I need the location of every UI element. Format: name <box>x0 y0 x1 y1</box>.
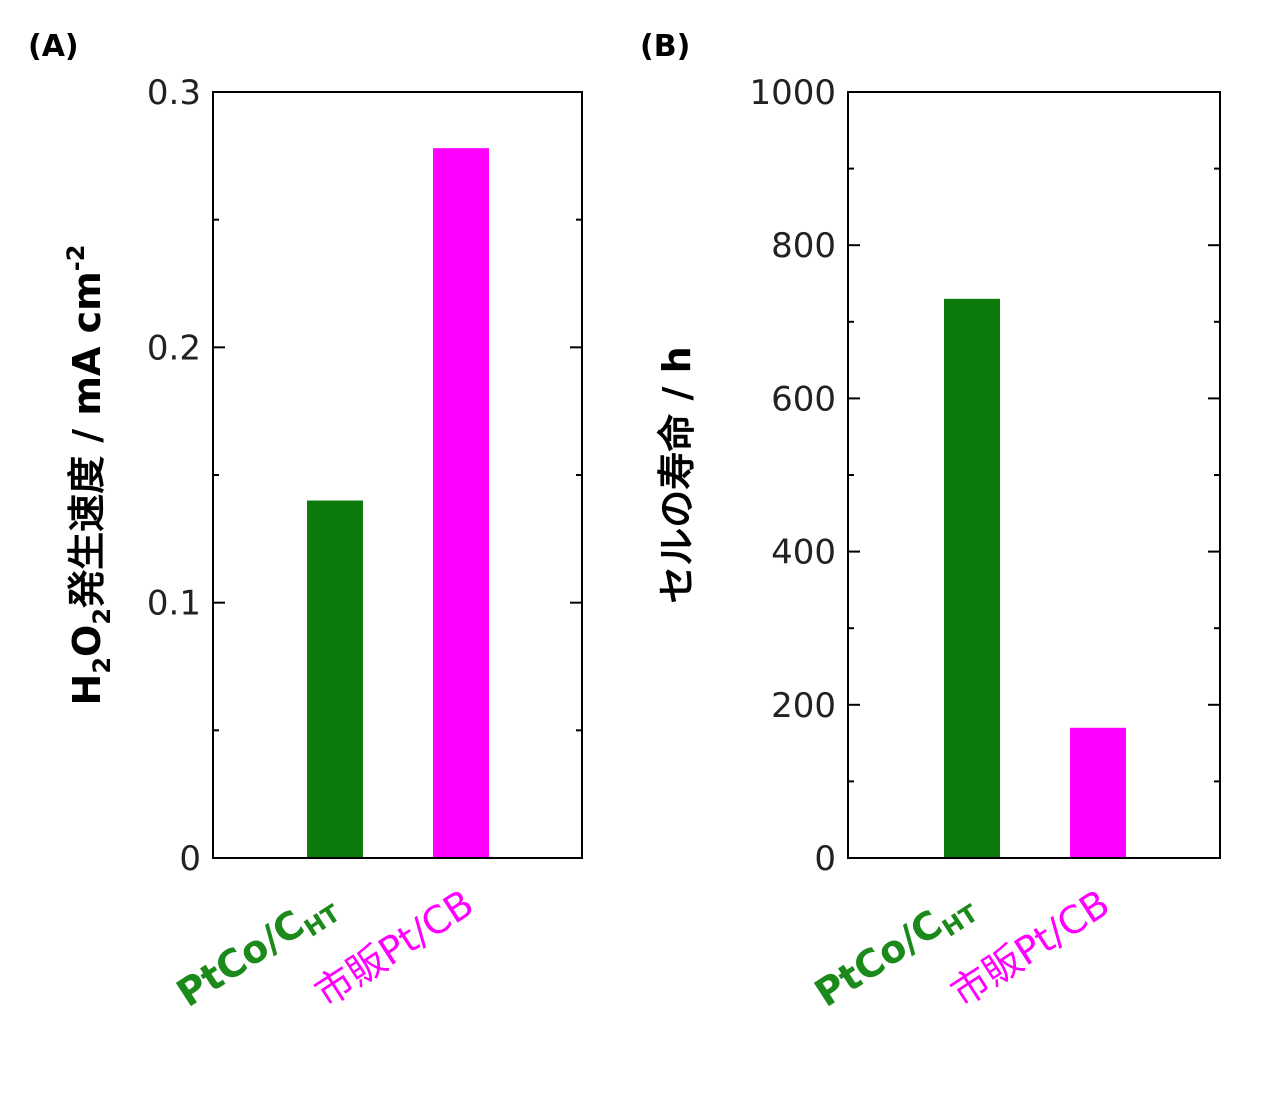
y-tick-label: 0 <box>814 839 836 879</box>
y-axis-label: H2O2発生速度 / mA cm-2 <box>62 245 116 706</box>
plot-frame <box>847 91 1221 859</box>
y-axis-label-part: O <box>65 625 109 657</box>
y-axis-label-part: 2 <box>88 608 116 625</box>
y-tick-label: 600 <box>771 379 836 419</box>
bar-2 <box>433 148 489 858</box>
y-tick-label: 1000 <box>749 73 836 113</box>
category-label-text: PtCo/C <box>807 901 950 1015</box>
y-tick-label: 800 <box>771 226 836 266</box>
y-axis-label-part: H <box>65 674 109 706</box>
y-axis-label-part: -2 <box>62 245 90 272</box>
bar-1 <box>307 500 363 858</box>
bar-2 <box>1070 727 1126 858</box>
bar-1 <box>944 298 1000 858</box>
y-tick-label: 0 <box>179 839 201 879</box>
plot-frame <box>212 91 583 859</box>
y-tick-label: 0.2 <box>147 328 201 368</box>
panel-label: (A) <box>28 29 79 64</box>
y-axis-label-part: 2 <box>88 657 116 674</box>
category-label-2: 市販Pt/CB <box>307 881 481 1016</box>
y-tick-label: 0.3 <box>147 73 201 113</box>
y-axis-label: セルの寿命 / h <box>655 346 699 603</box>
panel-label: (B) <box>640 29 690 64</box>
y-tick-label: 200 <box>771 686 836 726</box>
y-tick-label: 400 <box>771 533 836 573</box>
y-tick-label: 0.1 <box>147 584 201 624</box>
category-label-text: PtCo/C <box>169 901 312 1015</box>
y-axis-label-part: 発生速度 / mA cm <box>65 271 109 608</box>
category-label-text: 市販Pt/CB <box>307 881 481 1016</box>
